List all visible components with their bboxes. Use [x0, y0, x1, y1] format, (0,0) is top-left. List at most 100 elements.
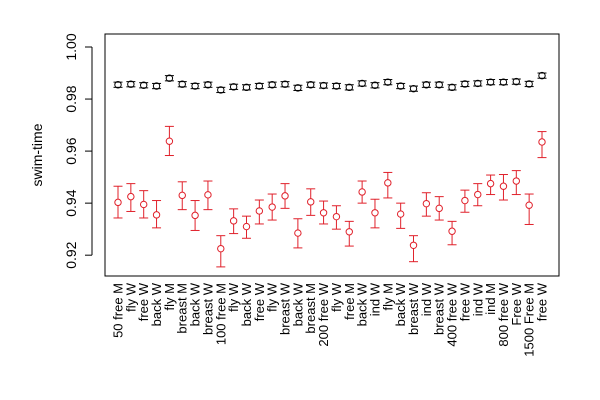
data-point	[486, 78, 495, 86]
category-label: back W	[393, 282, 408, 326]
y-axis: 0.92 0.94 0.96 0.98 1.00	[63, 33, 93, 269]
data-point	[114, 198, 122, 207]
category-label: breast W	[406, 282, 421, 335]
category-label: Free W	[509, 282, 524, 325]
category-label: free M	[342, 283, 357, 320]
y-tick-label: 1.00	[63, 33, 79, 60]
category-label: fly M	[380, 283, 395, 310]
data-point	[345, 228, 353, 236]
y-tick-label: 0.94	[63, 189, 79, 216]
category-label: breast M	[175, 283, 190, 334]
data-point	[422, 199, 431, 208]
data-point	[512, 77, 521, 86]
data-point	[461, 80, 469, 88]
data-point	[114, 81, 122, 89]
data-point	[242, 222, 251, 231]
category-label: back W	[149, 282, 164, 326]
category-label: ind W	[419, 282, 434, 316]
category-label: 400 free W	[445, 282, 460, 346]
y-tick-label: 0.96	[63, 137, 79, 164]
data-point	[396, 210, 405, 218]
data-point	[409, 84, 418, 93]
category-label: ind M	[483, 283, 498, 315]
data-point	[435, 81, 443, 89]
data-point	[178, 80, 186, 88]
data-point	[371, 81, 379, 89]
data-point	[217, 244, 225, 253]
data-point	[191, 211, 199, 220]
data-point	[255, 82, 264, 90]
data-point	[255, 207, 264, 215]
data-point	[525, 80, 533, 88]
data-point	[242, 83, 251, 92]
data-point	[281, 192, 289, 200]
category-label: fly M	[162, 283, 177, 310]
category-label: back W	[290, 282, 305, 326]
data-point	[294, 84, 302, 92]
category-label: breast W	[278, 282, 293, 335]
data-point	[178, 191, 186, 200]
data-point	[165, 137, 174, 145]
y-tick-label: 0.92	[63, 241, 79, 268]
category-label: free W	[457, 282, 472, 321]
category-label: free W	[136, 282, 151, 321]
data-point	[538, 71, 546, 80]
category-label: ind W	[470, 282, 485, 316]
data-point	[538, 138, 546, 146]
data-point	[165, 74, 174, 82]
data-point	[358, 188, 366, 196]
data-point	[448, 227, 456, 235]
data-point	[268, 203, 276, 211]
data-point	[409, 241, 418, 249]
data-point	[332, 82, 341, 90]
data-point	[307, 81, 315, 89]
data-point	[499, 78, 508, 86]
data-point	[152, 82, 161, 90]
category-label: back W	[355, 282, 370, 326]
data-point	[152, 211, 161, 219]
data-point	[319, 81, 328, 90]
data-point	[499, 182, 508, 190]
category-label: 50 free M	[111, 283, 126, 338]
series-1	[113, 125, 547, 268]
category-label: fly W	[123, 282, 138, 312]
data-point	[268, 81, 276, 89]
data-point	[127, 80, 135, 88]
data-point	[127, 192, 135, 201]
data-point	[512, 177, 521, 185]
category-label: back W	[239, 282, 254, 326]
category-label: fly W	[329, 282, 344, 312]
data-point	[281, 80, 289, 88]
category-label: 800 free W	[496, 282, 511, 346]
category-label: 100 free M	[213, 283, 228, 345]
data-point	[358, 79, 366, 88]
data-point	[139, 81, 148, 89]
data-point	[474, 190, 482, 199]
data-point	[307, 198, 315, 206]
data-point	[229, 83, 238, 91]
category-label: breast W	[432, 282, 447, 335]
data-point	[384, 78, 392, 86]
y-tick-label: 0.98	[63, 85, 79, 112]
data-point	[461, 196, 469, 205]
category-label: 200 free W	[316, 282, 331, 346]
data-point	[448, 83, 456, 92]
data-point	[204, 191, 212, 199]
category-label: breast M	[303, 283, 318, 334]
category-label: free W	[535, 282, 550, 321]
plot-frame	[104, 33, 560, 277]
category-label: breast W	[200, 282, 215, 335]
data-point	[384, 179, 392, 187]
data-point	[345, 83, 353, 92]
series-layer	[113, 71, 547, 268]
data-point	[474, 79, 482, 88]
data-point	[139, 200, 148, 209]
data-point	[371, 209, 379, 217]
data-point	[396, 82, 405, 90]
category-label: 1500 Free M	[522, 283, 537, 357]
category-label: fly W	[265, 282, 280, 312]
data-point	[319, 209, 328, 217]
data-point	[332, 212, 341, 221]
